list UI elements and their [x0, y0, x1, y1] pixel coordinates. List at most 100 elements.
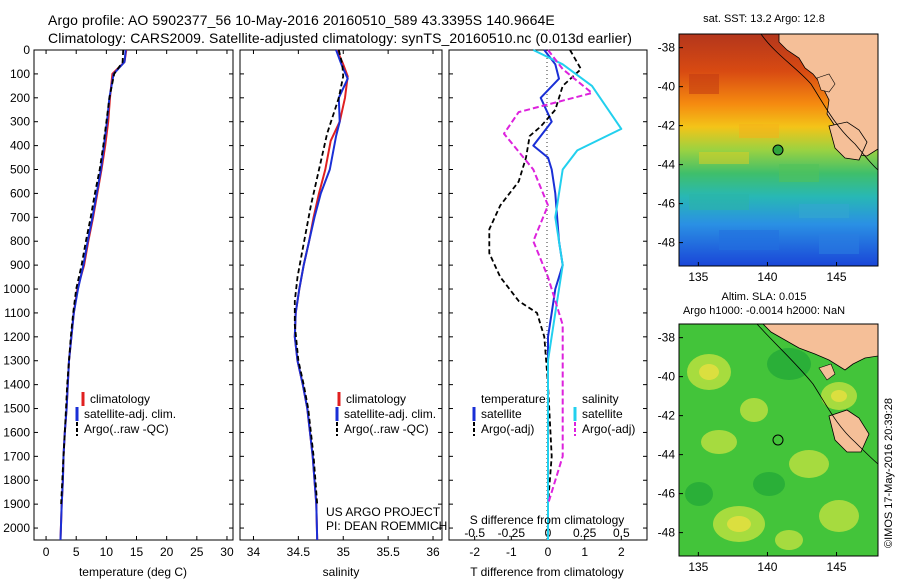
difference-depth-ticks [449, 49, 647, 529]
lon-tick-label: 140 [757, 560, 777, 574]
lat-tick-label: -40 [658, 80, 676, 94]
temperature-panel: 0100200300400500600700800900100011001200… [3, 43, 234, 579]
difference-xlabel-bottom: T difference from climatology [470, 565, 624, 579]
plot-title-line-2: Climatology: CARS2009. Satellite-adjuste… [48, 30, 632, 46]
sst-map-frame [678, 33, 879, 267]
salinity-series [293, 49, 349, 541]
depth-tick-label: 2000 [3, 521, 30, 535]
depth-tick-label: 300 [10, 115, 30, 129]
lat-tick-label: -46 [658, 487, 676, 501]
x-tick-label: -1 [506, 545, 517, 559]
difference-series [488, 49, 623, 540]
project-note-line-2: PI: DEAN ROEMMICH [326, 519, 447, 533]
x-tick-label: 25 [190, 545, 204, 559]
depth-tick-label: 1600 [3, 425, 30, 439]
sla-map-field [679, 324, 878, 556]
lat-tick-label: -38 [658, 41, 676, 55]
depth-tick-label: 700 [10, 210, 30, 224]
temperature-xlabel: temperature (deg C) [79, 565, 187, 579]
sla-map-frame [678, 323, 879, 557]
depth-tick-label: 800 [10, 234, 30, 248]
x-tick-label: -2 [469, 545, 480, 559]
legend-argo-label: Argo(..raw -QC) [344, 422, 429, 436]
depth-tick-label: 100 [10, 67, 30, 81]
legend-temperature-header: temperature [481, 392, 546, 406]
imos-timestamp: ©IMOS 17-May-2016 20:39:28 [883, 398, 895, 548]
temperature-x-ticks: 0 5 10 15 20 25 30 [43, 50, 234, 559]
salinity-axes-box [239, 49, 443, 541]
x-tick-label: 20 [160, 545, 174, 559]
series-line-temperature-argo-adj- [488, 49, 582, 505]
sla-map-lat-ticks: -38 -40 -42 -44 -46 -48 [658, 331, 683, 540]
sst-map: sat. SST: 13.2 Argo: 12.8 [658, 13, 879, 284]
x-tick-label: 0 [545, 545, 552, 559]
x-tick-label: 36 [426, 545, 440, 559]
temperature-depth-ticks: 0 100 200 300 400 500 600 700 800 900 1000 1100 1200… [3, 43, 233, 535]
x-tick-label-top: 0.25 [573, 526, 597, 540]
legend-temp-satellite-label: satellite [481, 407, 522, 421]
lon-tick-label: 145 [827, 270, 847, 284]
depth-tick-label: 1900 [3, 497, 30, 511]
depth-tick-label: 1300 [3, 354, 30, 368]
lon-tick-label: 135 [688, 560, 708, 574]
x-tick-label: 34.5 [287, 545, 311, 559]
depth-tick-label: 1500 [3, 402, 30, 416]
difference-legend: temperature satellite Argo(-adj) salinit… [472, 392, 635, 436]
legend-climatology-label: climatology [346, 392, 406, 406]
x-tick-label: 5 [73, 545, 80, 559]
lon-tick-label: 145 [827, 560, 847, 574]
salinity-x-ticks: 34 34.5 35 35.5 36 [247, 50, 440, 559]
lat-tick-label: -42 [658, 119, 676, 133]
lon-tick-label: 135 [688, 270, 708, 284]
series-line-argo-raw-qc- [60, 49, 125, 505]
depth-tick-label: 400 [10, 139, 30, 153]
depth-tick-label: 0 [23, 43, 30, 57]
sla-map-lon-ticks: 135 140 145 [688, 552, 847, 574]
lat-tick-label: -46 [658, 197, 676, 211]
temperature-legend: climatology satellite-adj. clim. Argo(..… [75, 392, 176, 436]
temperature-axes-box [33, 49, 234, 541]
legend-salinity-header: salinity [582, 392, 619, 406]
lat-tick-label: -38 [658, 331, 676, 345]
depth-tick-label: 1000 [3, 282, 30, 296]
series-line-salinity-argo-adj- [503, 49, 593, 505]
salinity-panel: 34 34.5 35 35.5 36 salinity climatology sate… [239, 49, 447, 579]
x-tick-label: 10 [100, 545, 114, 559]
difference-xlabel-top: S difference from climatology [470, 513, 625, 527]
depth-tick-label: 1700 [3, 449, 30, 463]
legend-satellite-label: satellite-adj. clim. [344, 407, 436, 421]
argo-location-marker [772, 144, 784, 156]
lat-tick-label: -44 [658, 448, 676, 462]
sst-map-lon-ticks: 135 140 145 [688, 262, 847, 284]
x-tick-label: 0 [43, 545, 50, 559]
sst-map-lat-ticks: -38 -40 -42 -44 -46 -48 [658, 41, 683, 250]
x-tick-label: 15 [130, 545, 144, 559]
lat-tick-label: -44 [658, 158, 676, 172]
depth-tick-label: 1400 [3, 378, 30, 392]
x-tick-label: 1 [581, 545, 588, 559]
legend-sal-satellite-label: satellite [582, 407, 623, 421]
legend-climatology-label: climatology [90, 392, 150, 406]
sst-map-field [679, 34, 878, 266]
depth-tick-label: 900 [10, 258, 30, 272]
x-tick-label: 35.5 [376, 545, 400, 559]
sst-map-title: sat. SST: 13.2 Argo: 12.8 [703, 13, 825, 25]
argo-location-marker [772, 434, 784, 446]
depth-tick-label: 500 [10, 163, 30, 177]
lat-tick-label: -48 [658, 236, 676, 250]
lon-tick-label: 140 [757, 270, 777, 284]
legend-temp-argo-label: Argo(-adj) [481, 422, 534, 436]
sla-map-title-2: Argo h1000: -0.0014 h2000: NaN [683, 305, 845, 317]
legend-satellite-label: satellite-adj. clim. [84, 407, 176, 421]
x-tick-label: 35 [337, 545, 351, 559]
series-line-salinity-satellite [532, 49, 623, 540]
x-tick-label: 30 [220, 545, 234, 559]
temperature-series [59, 49, 128, 541]
x-tick-label-top: -0.5 [464, 526, 485, 540]
difference-panel: -2 -1 0 1 2-0.5 -0.25 0 0.25 0.5 T difference fr… [448, 49, 648, 579]
series-line-argo-raw-qc- [293, 49, 345, 505]
salinity-depth-ticks [240, 49, 442, 529]
sla-map-title-1: Altim. SLA: 0.015 [722, 291, 807, 303]
depth-tick-label: 600 [10, 186, 30, 200]
